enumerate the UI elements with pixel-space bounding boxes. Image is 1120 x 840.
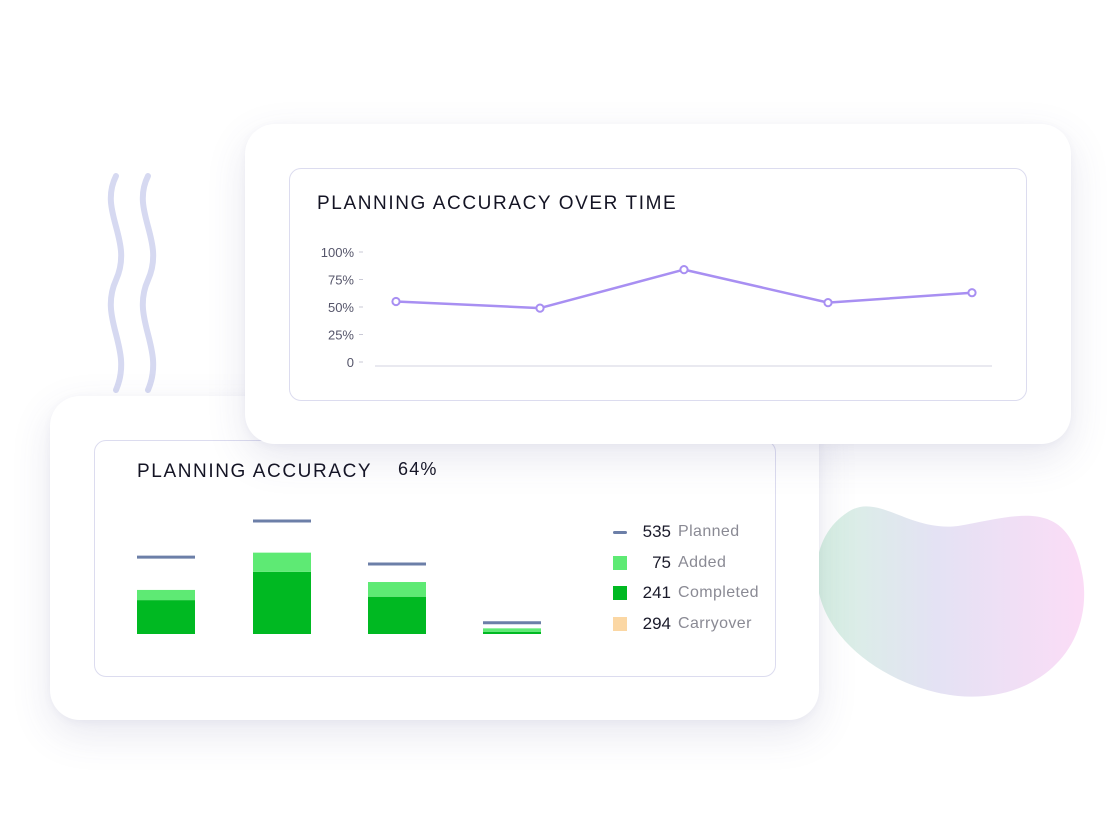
bar-added [368,582,426,597]
bar-completed [368,596,426,634]
decorative-gradient-blob [816,506,1085,697]
bar-chart-legend: 535 Planned 75 Added 241 Completed 294 Carryove… [613,517,759,639]
accuracy-data-point [535,303,545,313]
legend-label: Carryover [678,614,752,632]
legend-value: 535 [642,522,671,542]
legend-value: 294 [642,613,671,633]
y-tick-label: 25% [328,328,354,343]
accuracy-value: 64% [398,459,438,479]
planning-accuracy-card: PLANNING ACCURACY 64% 535 Planned 75 Added 2… [50,396,819,720]
bar-added [137,589,195,601]
legend-value: 75 [652,552,671,572]
legend-item-added: 75 Added [613,548,759,579]
planning-accuracy-title: PLANNING ACCURACY [137,461,373,482]
accuracy-data-point [679,265,689,275]
legend-label: Added [678,553,727,571]
wave-line-right [139,173,157,393]
legend-item-planned: 535 Planned [613,517,759,548]
planning-accuracy-panel: PLANNING ACCURACY 64% 535 Planned 75 Added 2… [94,440,776,677]
accuracy-data-point [823,298,833,308]
legend-swatch-carryover [613,616,627,631]
accuracy-over-time-card: PLANNING ACCURACY OVER TIME 100% 75% 50% 25… [245,124,1071,444]
accuracy-over-time-panel: PLANNING ACCURACY OVER TIME 100% 75% 50% 25… [289,168,1027,401]
legend-value: 241 [642,583,671,603]
bar-added [483,628,541,632]
legend-label: Planned [678,523,740,541]
legend-swatch-added [613,555,627,570]
legend-item-carryover: 294 Carryover [613,609,759,640]
accuracy-line-chart: 100% 75% 50% 25% 0 [321,245,992,370]
y-tick-label: 50% [328,300,354,315]
accuracy-data-point [391,296,401,307]
accuracy-data-point [967,288,977,298]
wave-line-left [107,173,125,393]
legend-item-completed: 241 Completed [613,578,759,609]
y-tick-label: 75% [328,273,354,288]
legend-swatch-planned [613,530,627,534]
legend-swatch-completed [613,586,627,601]
accuracy-over-time-title: PLANNING ACCURACY OVER TIME [317,193,678,214]
y-tick-label: 0 [347,355,354,370]
planning-accuracy-bar-chart [137,519,541,634]
bar-added [253,552,311,572]
bar-completed [483,631,541,634]
accuracy-series-line [395,268,973,310]
decorative-waves [107,173,157,393]
bar-completed [137,600,195,634]
legend-label: Completed [678,584,759,602]
bar-completed [253,571,311,634]
y-tick-label: 100% [321,245,355,260]
